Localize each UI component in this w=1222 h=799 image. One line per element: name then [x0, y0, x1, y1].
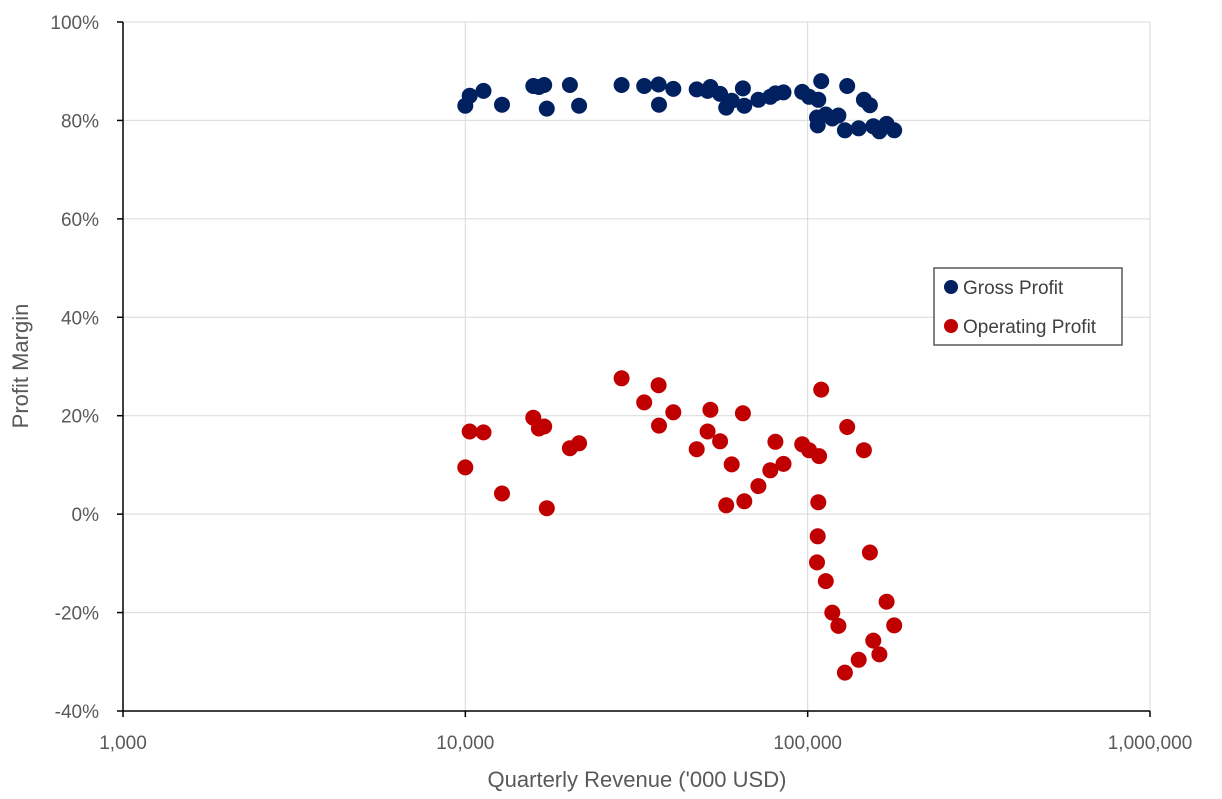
operating-profit-point	[865, 632, 882, 649]
operating-profit-point	[665, 404, 682, 421]
operating-profit-point	[839, 419, 856, 435]
operating-profit-point	[824, 604, 841, 621]
gross-profit-point	[886, 122, 903, 139]
operating-profit-point	[636, 394, 653, 411]
y-tick-label: -40%	[55, 702, 99, 723]
legend: Gross Profit Operating Profit	[933, 267, 1123, 346]
gridlines	[122, 21, 1151, 712]
gross-profit-point	[665, 80, 682, 97]
operating-profit-point	[830, 617, 847, 634]
operating-profit-point	[811, 448, 828, 465]
gross-profit-point	[613, 77, 630, 93]
axes	[117, 21, 1151, 717]
operating-profit-point	[886, 617, 903, 634]
operating-profit-point	[699, 423, 716, 440]
operating-profit-point	[718, 497, 735, 514]
gross-profit-point	[538, 100, 555, 117]
operating-profit-point	[750, 478, 767, 495]
operating-profit-point	[861, 544, 878, 561]
y-tick-label: 60%	[61, 210, 99, 231]
operating-profit-point	[810, 494, 827, 511]
operating-profit-point	[809, 528, 826, 545]
operating-profit-point	[734, 405, 751, 422]
operating-profit-point	[650, 377, 667, 394]
operating-profit-point	[871, 646, 888, 663]
y-tick-label: 20%	[61, 407, 99, 428]
gross-profit-point	[723, 92, 740, 109]
gross-profit-point	[636, 78, 653, 94]
gross-profit-point	[813, 73, 830, 90]
legend-label-operating-profit: Operating Profit	[963, 317, 1097, 338]
series-gross-profit	[457, 73, 903, 140]
gross-profit-point	[536, 77, 553, 93]
gross-profit-point	[712, 85, 729, 102]
gross-profit-point	[830, 107, 847, 124]
operating-profit-point	[651, 417, 667, 434]
operating-profit-point	[494, 485, 510, 502]
operating-profit-point	[817, 573, 834, 590]
gross-profit-point	[650, 76, 667, 93]
operating-profit-point	[762, 462, 779, 479]
operating-profit-point	[702, 401, 719, 418]
series-operating-profit	[457, 370, 903, 681]
operating-profit-point	[457, 459, 474, 476]
gross-profit-point	[861, 97, 878, 114]
gross-profit-point	[734, 80, 751, 97]
operating-profit-point	[836, 664, 853, 681]
operating-profit-point	[809, 554, 825, 571]
y-tick-label: 0%	[72, 505, 100, 526]
y-tick-label: -20%	[55, 604, 99, 625]
operating-profit-point	[855, 442, 872, 459]
tick-labels: -40% -20% 0% 20% 40% 60% 80% 100% 1,000 10,000 100…	[50, 13, 1192, 754]
y-tick-label: 80%	[61, 111, 99, 132]
legend-marker-gross-profit	[944, 280, 958, 294]
operating-profit-point	[538, 500, 555, 517]
gross-profit-point	[571, 97, 588, 114]
operating-profit-point	[571, 435, 588, 452]
operating-profit-point	[878, 593, 895, 610]
gross-profit-point	[736, 97, 753, 114]
operating-profit-point	[461, 423, 478, 440]
x-tick-label: 10,000	[436, 733, 494, 754]
operating-profit-point	[688, 441, 705, 458]
operating-profit-point	[813, 381, 830, 398]
x-axis-title: Quarterly Revenue ('000 USD)	[488, 767, 787, 792]
x-tick-label: 1,000	[99, 733, 147, 754]
gross-profit-point	[475, 82, 492, 99]
gross-profit-point	[850, 120, 867, 137]
operating-profit-point	[767, 433, 784, 450]
legend-label-gross-profit: Gross Profit	[963, 278, 1064, 299]
gross-profit-point	[775, 84, 792, 101]
x-tick-label: 1,000,000	[1108, 733, 1193, 754]
operating-profit-point	[775, 455, 792, 472]
legend-marker-operating-profit	[944, 319, 958, 333]
y-tick-label: 100%	[50, 13, 99, 34]
legend-box	[933, 267, 1123, 346]
gross-profit-point	[839, 78, 856, 94]
gross-profit-point	[809, 117, 826, 134]
operating-profit-point	[850, 651, 867, 668]
operating-profit-point	[712, 433, 729, 450]
operating-profit-point	[475, 424, 492, 441]
y-tick-label: 40%	[61, 308, 99, 329]
gross-profit-point	[810, 91, 827, 108]
gross-profit-point	[461, 87, 478, 104]
gross-profit-point	[561, 77, 578, 93]
y-axis-title: Profit Margin	[8, 304, 33, 429]
data-points	[457, 73, 903, 681]
gross-profit-point	[836, 122, 853, 139]
gross-profit-point	[494, 96, 510, 113]
operating-profit-point	[536, 418, 553, 435]
operating-profit-point	[723, 456, 740, 473]
operating-profit-point	[736, 493, 753, 510]
operating-profit-point	[613, 370, 630, 387]
x-tick-label: 100,000	[773, 733, 842, 754]
gross-profit-point	[651, 96, 667, 113]
